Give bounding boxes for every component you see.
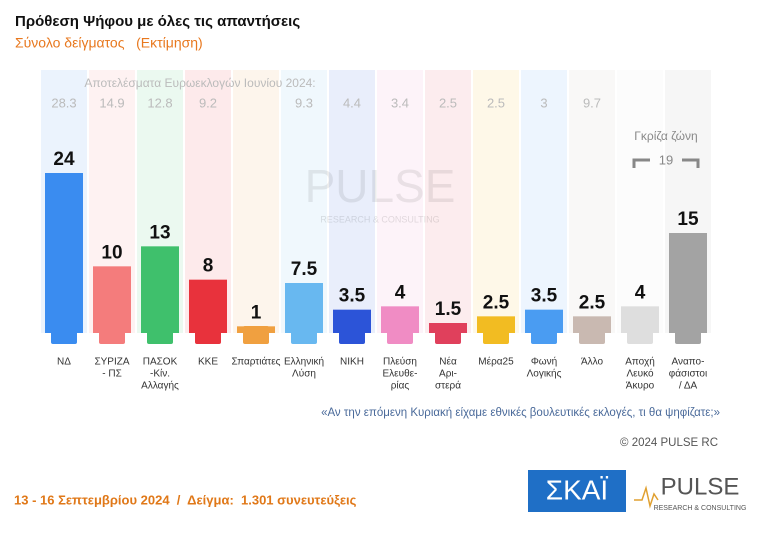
question: «Αν την επόμενη Κυριακή είχαμε εθνικές β… xyxy=(321,407,720,419)
columns xyxy=(41,70,711,344)
column-bg xyxy=(377,70,423,333)
bar xyxy=(45,173,83,333)
x-tick-label: ΣΥΡΙΖΑ xyxy=(94,357,129,368)
footer: 13 - 16 Σεπτεμβρίου 2024 / Δείγμα: 1.301… xyxy=(14,492,357,507)
watermark: PULSE xyxy=(305,160,456,212)
x-tick-label: Φωνή xyxy=(531,356,557,368)
euro-result: 3.4 xyxy=(391,95,409,110)
euro-result: 14.9 xyxy=(99,95,124,110)
value-label: 2.5 xyxy=(579,292,606,313)
logo xyxy=(195,326,221,344)
logo xyxy=(147,326,173,344)
x-tick-label: φάσιστοι xyxy=(669,368,707,380)
logo xyxy=(531,326,557,344)
bar xyxy=(189,279,227,333)
x-tick-label: Λευκό xyxy=(626,368,653,380)
value-label: 4 xyxy=(395,282,406,303)
logo xyxy=(483,326,509,344)
logo xyxy=(579,326,605,344)
column-bg xyxy=(233,70,279,333)
x-tick-label: Αρι- xyxy=(439,369,457,380)
euro-result: 2.5 xyxy=(487,95,505,110)
logo xyxy=(51,326,77,344)
x-tick-label: Άκυρο xyxy=(626,381,655,392)
x-tick-label: Λύση xyxy=(292,368,316,380)
x-tick-label: Πλεύση xyxy=(383,356,417,368)
x-tick-label: ΝΙΚΗ xyxy=(340,357,364,368)
skai-logo: ΣΚΑΪ xyxy=(546,474,609,505)
x-tick-label: Νέα xyxy=(439,356,457,368)
value-label: 1 xyxy=(251,302,262,323)
euro-result: 2.5 xyxy=(439,95,457,110)
x-tick-label: Ελευθε- xyxy=(383,369,418,380)
euro-label: Αποτελέσματα Ευρωεκλογών Ιουνίου 2024: xyxy=(84,76,315,90)
x-tick-label: στερά xyxy=(435,380,461,392)
x-tick-label: Σπαρτιάτες xyxy=(232,356,281,368)
column-bg xyxy=(473,70,519,333)
logo xyxy=(435,326,461,344)
column-bg xyxy=(569,70,615,333)
value-label: 1.5 xyxy=(435,299,462,320)
value-label: 24 xyxy=(53,149,75,170)
x-tick-label: Λογικής xyxy=(527,368,562,380)
skai-logo-box xyxy=(528,470,626,512)
euro-result: 4.4 xyxy=(343,95,361,110)
euro-result: 3 xyxy=(540,95,547,110)
value-label: 2.5 xyxy=(483,292,510,313)
x-tick-label: Άλλο xyxy=(581,357,604,368)
value-label: 3.5 xyxy=(339,286,366,307)
euro-result: 12.8 xyxy=(147,95,172,110)
pulse-logo-sub: RESEARCH & CONSULTING xyxy=(654,505,747,512)
value-label: 15 xyxy=(677,209,699,230)
value-label: 8 xyxy=(203,256,214,277)
value-label: 3.5 xyxy=(531,286,558,307)
x-tick-label: Ελληνική xyxy=(284,356,324,368)
value-label: 10 xyxy=(101,242,122,263)
x-tick-label: Μέρα25 xyxy=(478,356,514,368)
grey-zone-value: 19 xyxy=(659,152,673,167)
x-tick-label: -Κίν. xyxy=(150,368,170,380)
column-bg xyxy=(521,70,567,333)
logo xyxy=(243,326,269,344)
logo xyxy=(99,326,125,344)
bar xyxy=(141,246,179,333)
x-tick-label: Αποχή xyxy=(625,356,655,368)
chart-subtitle: Σύνολο δείγματος (Εκτίμηση) xyxy=(15,35,203,51)
x-tick-label: ρίας xyxy=(391,380,410,392)
column-bg xyxy=(329,70,375,333)
logo xyxy=(627,326,653,344)
grey-zone-label: Γκρίζα ζώνη xyxy=(634,129,697,143)
bar xyxy=(285,283,323,333)
chart-title: Πρόθεση Ψήφου με όλες τις απαντήσεις xyxy=(15,13,300,30)
x-tick-label: ΝΔ xyxy=(57,357,71,368)
watermark-sub: RESEARCH & CONSULTING xyxy=(320,214,439,224)
x-tick-label: Αναπο- xyxy=(672,357,705,368)
logo xyxy=(291,326,317,344)
bar xyxy=(93,266,131,333)
euro-result: 9.2 xyxy=(199,95,217,110)
bar xyxy=(669,233,707,333)
column-bg xyxy=(617,70,663,333)
x-tick-label: ΠΑΣΟΚ xyxy=(143,357,178,368)
x-tick-label: Αλλαγής xyxy=(141,380,179,392)
euro-result: 9.3 xyxy=(295,95,313,110)
x-tick-label: ΚΚΕ xyxy=(198,357,218,368)
logo xyxy=(387,326,413,344)
x-tick-label: - ΠΣ xyxy=(102,369,122,380)
pulse-logo-line xyxy=(634,485,659,509)
grey-zone-bracket xyxy=(632,158,700,168)
logo xyxy=(675,326,701,344)
value-label: 4 xyxy=(635,282,646,303)
pulse-logo: PULSE xyxy=(661,473,740,500)
euro-result: 28.3 xyxy=(51,95,76,110)
value-label: 7.5 xyxy=(291,259,318,280)
logo xyxy=(339,326,365,344)
euro-result: 9.7 xyxy=(583,95,601,110)
value-label: 13 xyxy=(149,222,170,243)
copyright: © 2024 PULSE RC xyxy=(620,437,718,449)
x-tick-label: / ΔΑ xyxy=(679,381,698,392)
column-bg xyxy=(425,70,471,333)
